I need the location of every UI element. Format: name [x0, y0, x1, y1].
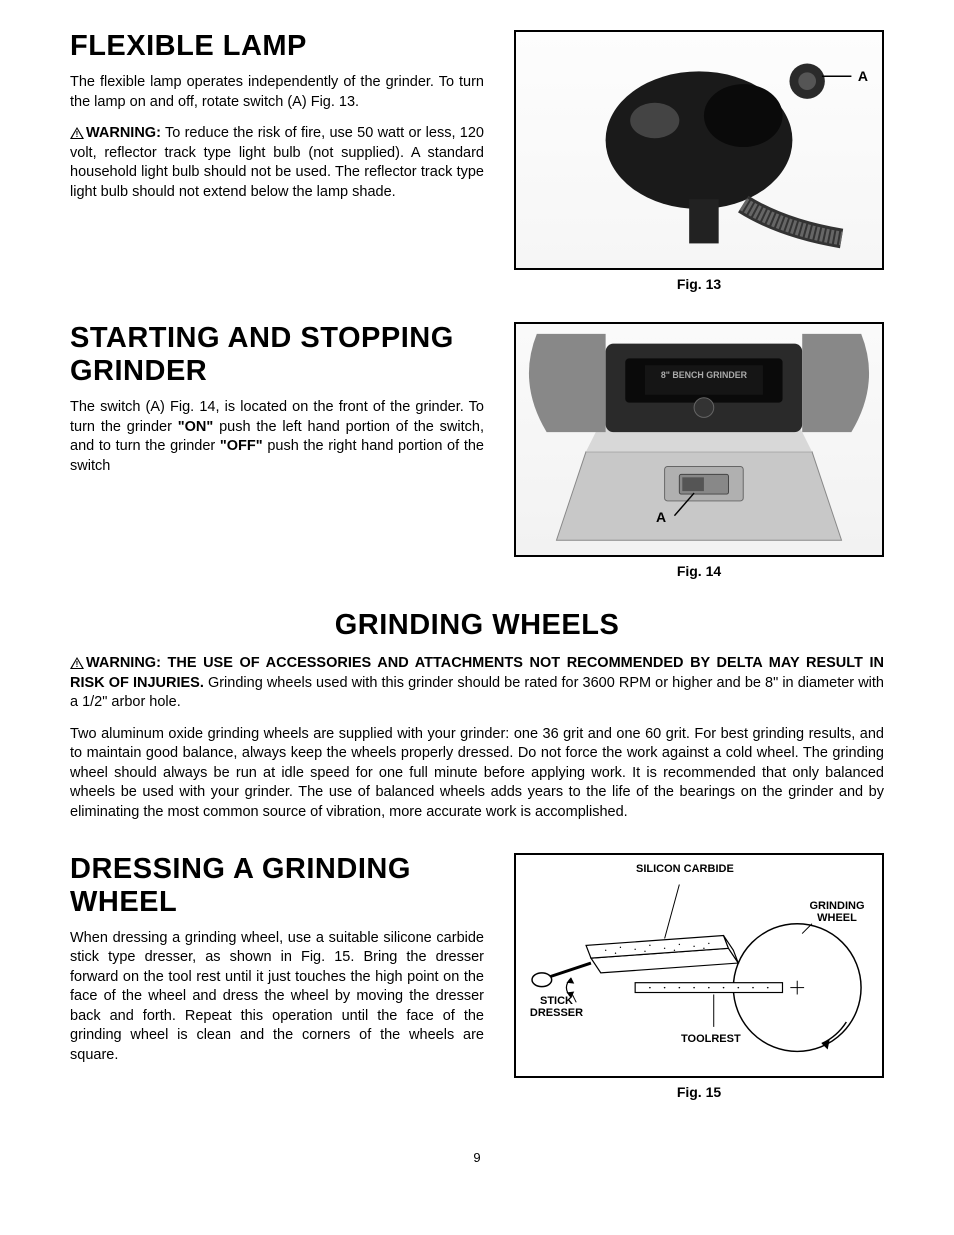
fig13-container: A Fig. 13: [514, 30, 884, 292]
section-starting-stopping: STARTING AND STOPPING GRINDER The switch…: [70, 322, 884, 579]
fig13-callout-a: A: [858, 68, 868, 84]
svg-text:8" BENCH GRINDER: 8" BENCH GRINDER: [661, 370, 748, 380]
fig14-illustration: 8" BENCH GRINDER: [516, 324, 882, 555]
fig15-label-wheel: GRINDING WHEEL: [802, 900, 872, 924]
ss-off: "OFF": [220, 438, 263, 454]
fig13: A: [514, 30, 884, 270]
fig15-container: SILICON CARBIDE GRINDING WHEEL STICK DRE…: [514, 853, 884, 1100]
warning-label: WARNING:: [86, 125, 161, 141]
svg-text:!: !: [76, 660, 79, 669]
warning-icon: !: [70, 127, 84, 139]
warning-icon: !: [70, 657, 84, 669]
heading-flexible-lamp: FLEXIBLE LAMP: [70, 30, 484, 63]
flexible-lamp-text: FLEXIBLE LAMP The flexible lamp operates…: [70, 30, 484, 214]
fig15-label-toolrest: TOOLREST: [681, 1033, 741, 1045]
dressing-text: DRESSING A GRINDING WHEEL When dressing …: [70, 853, 484, 1078]
fig15: SILICON CARBIDE GRINDING WHEEL STICK DRE…: [514, 853, 884, 1078]
grinding-wheels-para2: Two aluminum oxide grinding wheels are s…: [70, 725, 884, 823]
fig15-caption: Fig. 15: [514, 1084, 884, 1100]
fig15-label-stick: STICK DRESSER: [524, 995, 589, 1019]
section-grinding-wheels: GRINDING WHEELS ! WARNING: THE USE OF AC…: [70, 609, 884, 823]
fig14-container: 8" BENCH GRINDER A Fig. 14: [514, 322, 884, 579]
page-number: 9: [70, 1150, 884, 1165]
heading-grinding-wheels: GRINDING WHEELS: [70, 609, 884, 642]
heading-dressing: DRESSING A GRINDING WHEEL: [70, 853, 484, 919]
section-dressing: DRESSING A GRINDING WHEEL When dressing …: [70, 853, 884, 1100]
section-flexible-lamp: FLEXIBLE LAMP The flexible lamp operates…: [70, 30, 884, 292]
heading-starting-stopping: STARTING AND STOPPING GRINDER: [70, 322, 484, 388]
svg-text:!: !: [76, 130, 79, 139]
fig13-illustration: [516, 32, 882, 268]
fig14-callout-a: A: [656, 509, 666, 525]
flexible-lamp-warning: ! WARNING: To reduce the risk of fire, u…: [70, 124, 484, 202]
flexible-lamp-para1: The flexible lamp operates independently…: [70, 73, 484, 112]
fig14: 8" BENCH GRINDER A: [514, 322, 884, 557]
fig13-caption: Fig. 13: [514, 276, 884, 292]
fig15-label-silicon: SILICON CARBIDE: [636, 863, 734, 875]
dressing-para: When dressing a grinding wheel, use a su…: [70, 929, 484, 1066]
fig14-caption: Fig. 14: [514, 563, 884, 579]
starting-stopping-para: The switch (A) Fig. 14, is located on th…: [70, 398, 484, 476]
grinding-wheels-warning: ! WARNING: THE USE OF ACCESSORIES AND AT…: [70, 654, 884, 713]
starting-stopping-text: STARTING AND STOPPING GRINDER The switch…: [70, 322, 484, 488]
ss-on: "ON": [178, 419, 214, 435]
